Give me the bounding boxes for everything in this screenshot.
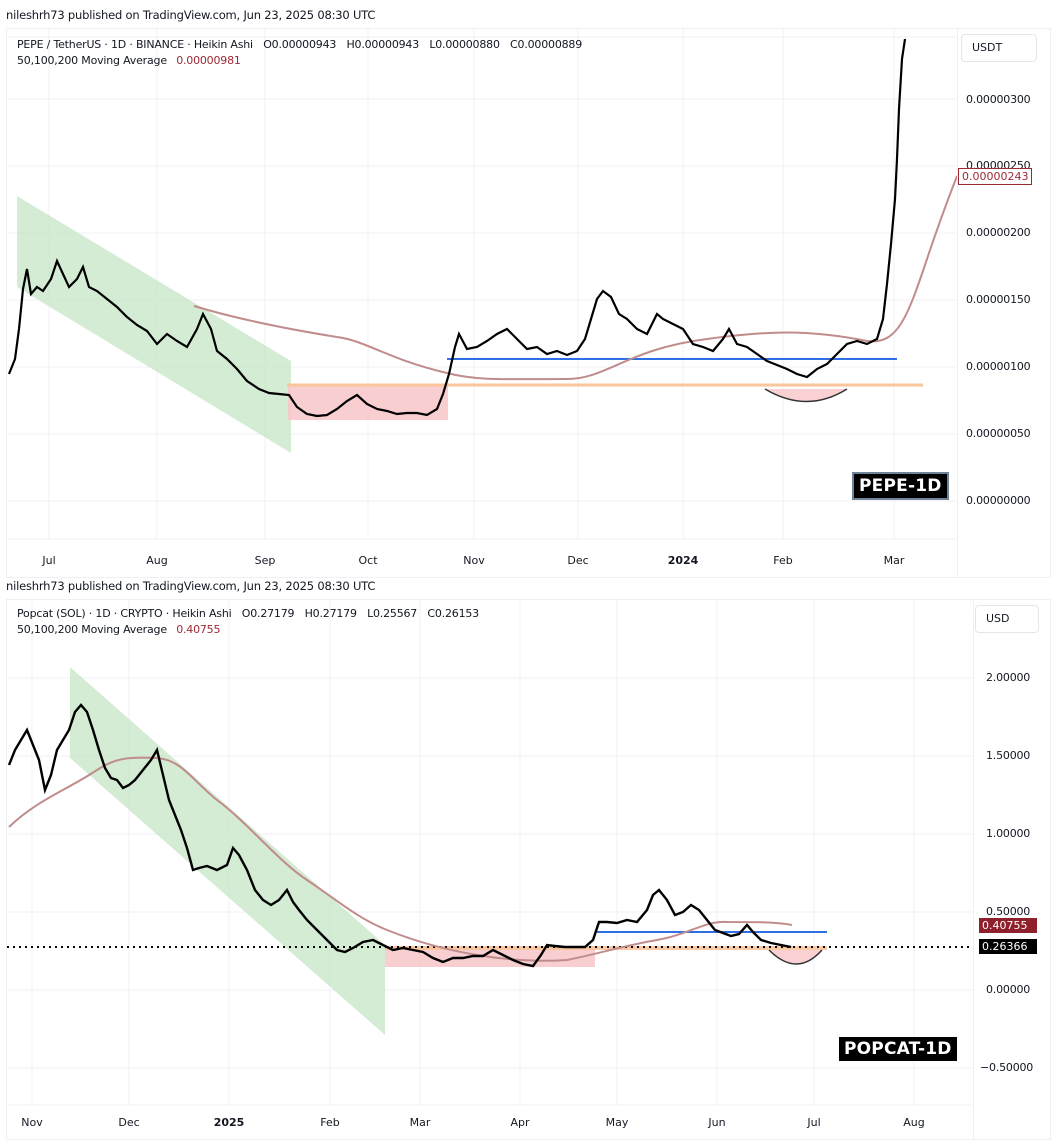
chart-watermark: POPCAT-1D: [839, 1037, 957, 1061]
x-tick-year: 2024: [667, 554, 699, 567]
x-tick: Feb: [320, 1116, 340, 1129]
currency-selector[interactable]: USD: [975, 605, 1039, 633]
ohlc-low: L0.25567: [367, 607, 418, 620]
publisher-line: nileshrh73 published on TradingView.com,…: [6, 8, 376, 22]
ohlc-low: L0.00000880: [429, 38, 500, 51]
currency-selector[interactable]: USDT: [961, 34, 1037, 62]
candles: [7, 38, 907, 418]
ohlc-high: H0.27179: [304, 607, 357, 620]
y-tick: 0.00000000: [966, 494, 1031, 507]
indicator-value: 0.00000981: [176, 54, 241, 67]
grid-lines: [7, 600, 973, 1106]
moving-average-line: [8, 756, 793, 962]
ohlc-high: H0.00000943: [346, 38, 420, 51]
candles: [7, 703, 792, 968]
y-tick: 0.00000300: [966, 93, 1031, 106]
x-tick: Nov: [463, 554, 485, 567]
y-tick: 0.00000: [986, 983, 1031, 996]
ma-price-tag: 0.40755: [979, 918, 1037, 933]
y-tick: 0.00000100: [966, 360, 1031, 373]
x-tick: Feb: [773, 554, 793, 567]
y-tick: 0.50000: [986, 905, 1031, 918]
ohlc-open: O0.00000943: [263, 38, 337, 51]
x-tick: Aug: [903, 1116, 925, 1129]
x-tick: Aug: [146, 554, 168, 567]
chart-legend: Popcat (SOL) · 1D · CRYPTO · Heikin Ashi…: [17, 606, 479, 638]
x-tick: Nov: [21, 1116, 43, 1129]
pepe-chart-panel[interactable]: PEPE / TetherUS · 1D · BINANCE · Heikin …: [6, 28, 1051, 578]
x-tick: Mar: [409, 1116, 431, 1129]
moving-average-line: [193, 175, 957, 381]
y-tick: 2.00000: [986, 671, 1031, 684]
x-tick: Oct: [358, 554, 378, 567]
indicator-label[interactable]: 50,100,200 Moving Average: [17, 623, 167, 636]
x-tick: Sep: [254, 554, 276, 567]
x-tick: Mar: [883, 554, 905, 567]
symbol-title[interactable]: PEPE / TetherUS · 1D · BINANCE · Heikin …: [17, 38, 253, 51]
symbol-title[interactable]: Popcat (SOL) · 1D · CRYPTO · Heikin Ashi: [17, 607, 232, 620]
x-tick: Dec: [118, 1116, 140, 1129]
x-tick: Jul: [42, 554, 56, 567]
x-tick: Apr: [510, 1116, 530, 1129]
x-tick: May: [605, 1116, 629, 1129]
descending-channel: [70, 667, 385, 1035]
indicator-label[interactable]: 50,100,200 Moving Average: [17, 54, 167, 67]
ohlc-open: O0.27179: [241, 607, 295, 620]
popcat-plot-area[interactable]: [7, 600, 973, 1139]
ohlc-close: C0.26153: [427, 607, 479, 620]
y-tick: 0.00000050: [966, 427, 1031, 440]
y-tick: 0.00000200: [966, 226, 1031, 239]
indicator-value: 0.40755: [176, 623, 221, 636]
x-tick: Dec: [567, 554, 589, 567]
last-price-tag: 0.26366: [979, 939, 1037, 954]
popcat-chart-panel[interactable]: Popcat (SOL) · 1D · CRYPTO · Heikin Ashi…: [6, 599, 1051, 1140]
ohlc-close: C0.00000889: [510, 38, 583, 51]
publisher-line: nileshrh73 published on TradingView.com,…: [6, 579, 376, 593]
ma-price-tag: 0.00000243: [958, 168, 1033, 185]
y-tick: −0.50000: [980, 1061, 1034, 1074]
y-tick: 1.00000: [986, 827, 1031, 840]
x-tick-year: 2025: [213, 1116, 245, 1129]
chart-watermark: PEPE-1D: [852, 472, 949, 500]
x-tick: Jun: [708, 1116, 726, 1129]
x-tick: Jul: [807, 1116, 821, 1129]
pepe-plot-area[interactable]: [7, 29, 957, 577]
y-tick: 1.50000: [986, 749, 1031, 762]
descending-channel: [17, 196, 291, 453]
chart-legend: PEPE / TetherUS · 1D · BINANCE · Heikin …: [17, 37, 582, 69]
y-tick: 0.00000150: [966, 293, 1031, 306]
